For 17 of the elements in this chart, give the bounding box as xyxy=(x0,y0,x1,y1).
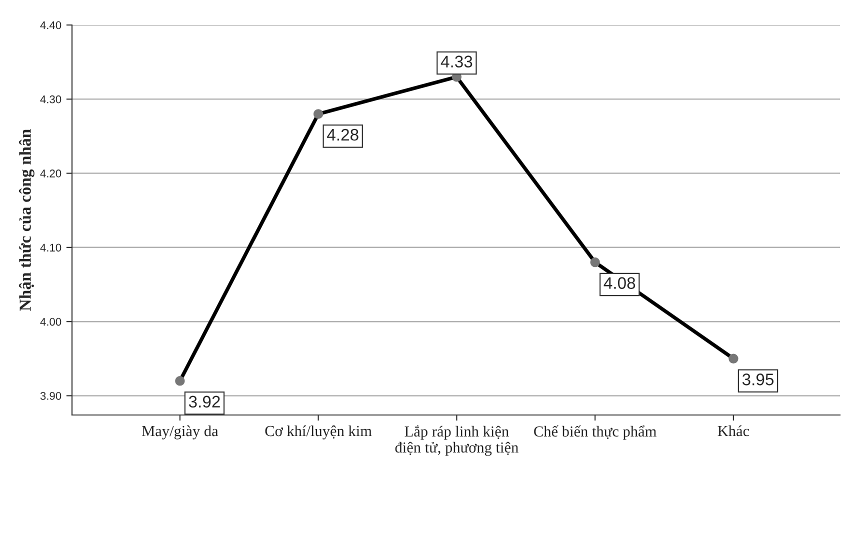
y-axis-title: Nhận thức của công nhân xyxy=(18,129,34,311)
y-tick-label: 4.10 xyxy=(40,244,62,252)
y-tick-label: 3.90 xyxy=(40,392,62,400)
data-label: 3.92 xyxy=(188,396,220,408)
data-label: 4.28 xyxy=(327,128,358,141)
data-label: 3.95 xyxy=(742,374,774,386)
y-tick-label: 4.00 xyxy=(40,318,62,326)
x-tick-label: May/giày da xyxy=(142,425,218,440)
y-tick-label: 4.40 xyxy=(40,21,62,30)
data-label: 4.08 xyxy=(604,277,636,289)
data-label: 4.33 xyxy=(440,56,472,68)
x-tick-label: Lắp ráp linh kiện điện tử, phương tiện xyxy=(395,425,518,456)
x-tick-label: Chế biến thực phẩm xyxy=(534,425,656,440)
x-tick-label: Cơ khí/luyện kim xyxy=(265,425,372,440)
y-tick-label: 4.20 xyxy=(40,170,62,178)
y-tick-label: 4.30 xyxy=(40,95,62,104)
x-tick-label: Khác xyxy=(718,425,750,436)
